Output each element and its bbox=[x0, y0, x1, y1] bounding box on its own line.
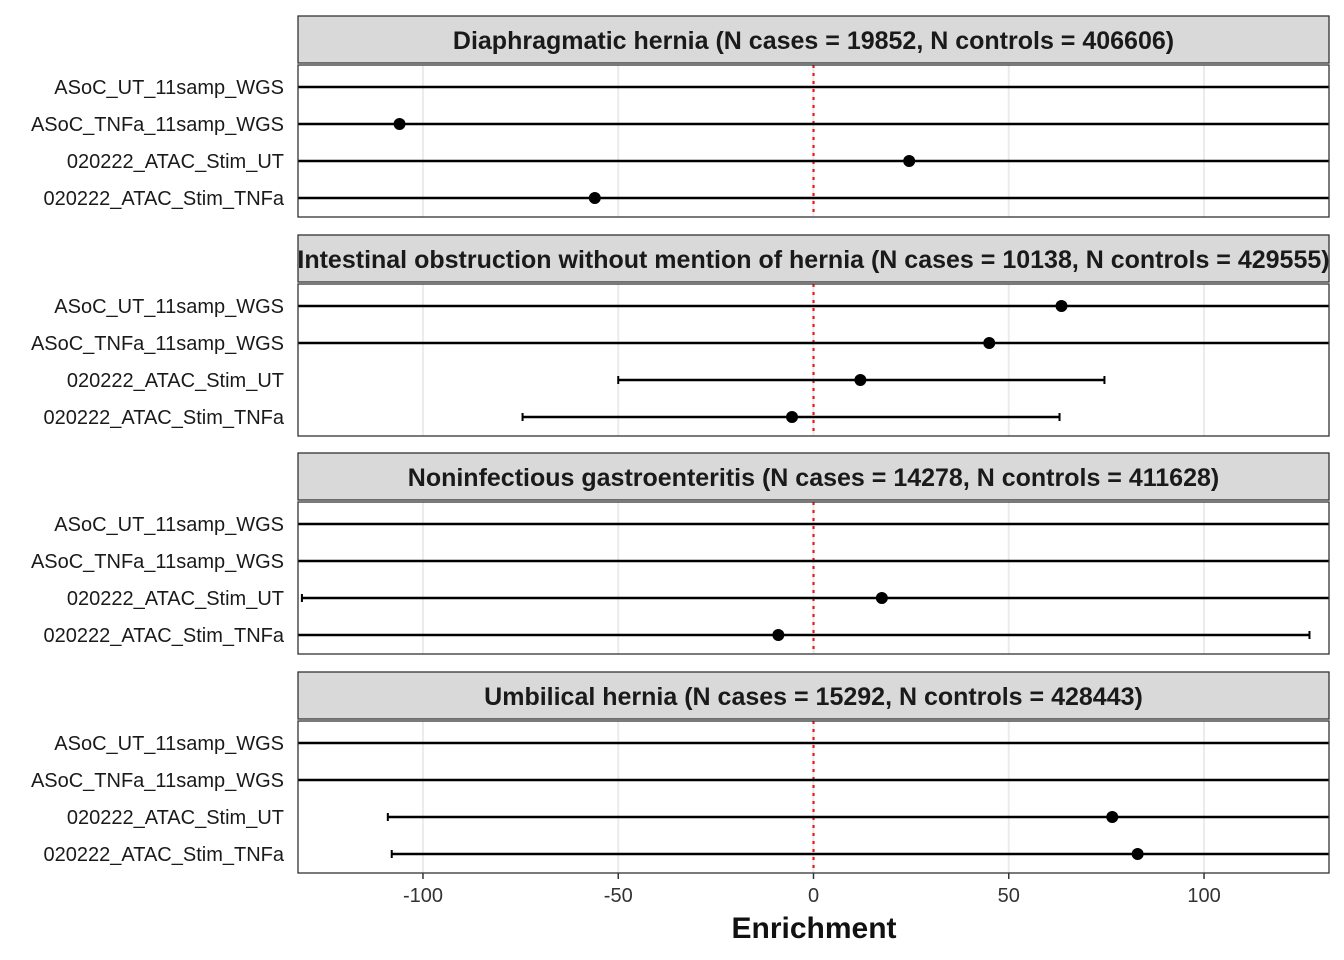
point-estimate bbox=[983, 337, 996, 349]
facet-panel: Intestinal obstruction without mention o… bbox=[31, 234, 1330, 437]
y-tick-label: 020222_ATAC_Stim_UT bbox=[67, 370, 284, 392]
x-tick-label: 50 bbox=[998, 885, 1020, 907]
facet-title: Noninfectious gastroenteritis (N cases =… bbox=[408, 464, 1219, 492]
y-tick-label: ASoC_UT_11samp_WGS bbox=[54, 514, 284, 536]
point-estimate bbox=[854, 374, 867, 386]
facet-title: Umbilical hernia (N cases = 15292, N con… bbox=[484, 683, 1143, 711]
x-tick-label: -100 bbox=[403, 885, 443, 907]
y-tick-label: ASoC_TNFa_11samp_WGS bbox=[31, 114, 284, 136]
y-tick-label: ASoC_UT_11samp_WGS bbox=[54, 77, 284, 99]
panel-border bbox=[297, 283, 1330, 437]
y-tick-label: 020222_ATAC_Stim_UT bbox=[67, 807, 284, 829]
x-axis-title: Enrichment bbox=[731, 912, 896, 945]
y-tick-label: ASoC_TNFa_11samp_WGS bbox=[31, 551, 284, 573]
x-tick-label: -50 bbox=[604, 885, 633, 907]
y-tick-label: 020222_ATAC_Stim_TNFa bbox=[44, 844, 285, 866]
x-axis: -100 -50 0 50 100 bbox=[403, 873, 1221, 907]
y-tick-label: ASoC_TNFa_11samp_WGS bbox=[31, 333, 284, 355]
point-estimate bbox=[588, 192, 601, 204]
facet-panel: Umbilical hernia (N cases = 15292, N con… bbox=[31, 671, 1330, 874]
x-tick-label: 0 bbox=[808, 885, 819, 907]
y-tick-label: ASoC_TNFa_11samp_WGS bbox=[31, 770, 284, 792]
point-estimate bbox=[772, 629, 785, 641]
panel-border bbox=[297, 64, 1330, 218]
point-estimate bbox=[1055, 300, 1068, 312]
panel-border bbox=[297, 501, 1330, 655]
y-tick-label: ASoC_UT_11samp_WGS bbox=[54, 733, 284, 755]
facet-strip bbox=[297, 15, 1330, 64]
facet-panel: Diaphragmatic hernia (N cases = 19852, N… bbox=[31, 15, 1330, 218]
y-tick-label: ASoC_UT_11samp_WGS bbox=[54, 296, 284, 318]
point-estimate bbox=[875, 592, 888, 604]
facet-panel: Noninfectious gastroenteritis (N cases =… bbox=[31, 452, 1330, 655]
y-tick-label: 020222_ATAC_Stim_UT bbox=[67, 588, 284, 610]
point-estimate bbox=[393, 118, 406, 130]
facet-strip bbox=[297, 671, 1330, 720]
facet-strip bbox=[297, 234, 1330, 283]
panels-layer: Diaphragmatic hernia (N cases = 19852, N… bbox=[31, 15, 1330, 874]
y-tick-label: 020222_ATAC_Stim_TNFa bbox=[44, 407, 285, 429]
facet-title: Intestinal obstruction without mention o… bbox=[297, 246, 1329, 274]
y-tick-label: 020222_ATAC_Stim_TNFa bbox=[44, 625, 285, 647]
facet-strip bbox=[297, 452, 1330, 501]
point-estimate bbox=[903, 155, 916, 167]
y-tick-label: 020222_ATAC_Stim_TNFa bbox=[44, 188, 285, 210]
point-estimate bbox=[1106, 811, 1119, 823]
point-estimate bbox=[786, 411, 799, 423]
point-estimate bbox=[1131, 848, 1144, 860]
x-tick-label: 100 bbox=[1187, 885, 1220, 907]
y-tick-label: 020222_ATAC_Stim_UT bbox=[67, 151, 284, 173]
facet-title: Diaphragmatic hernia (N cases = 19852, N… bbox=[453, 27, 1174, 55]
